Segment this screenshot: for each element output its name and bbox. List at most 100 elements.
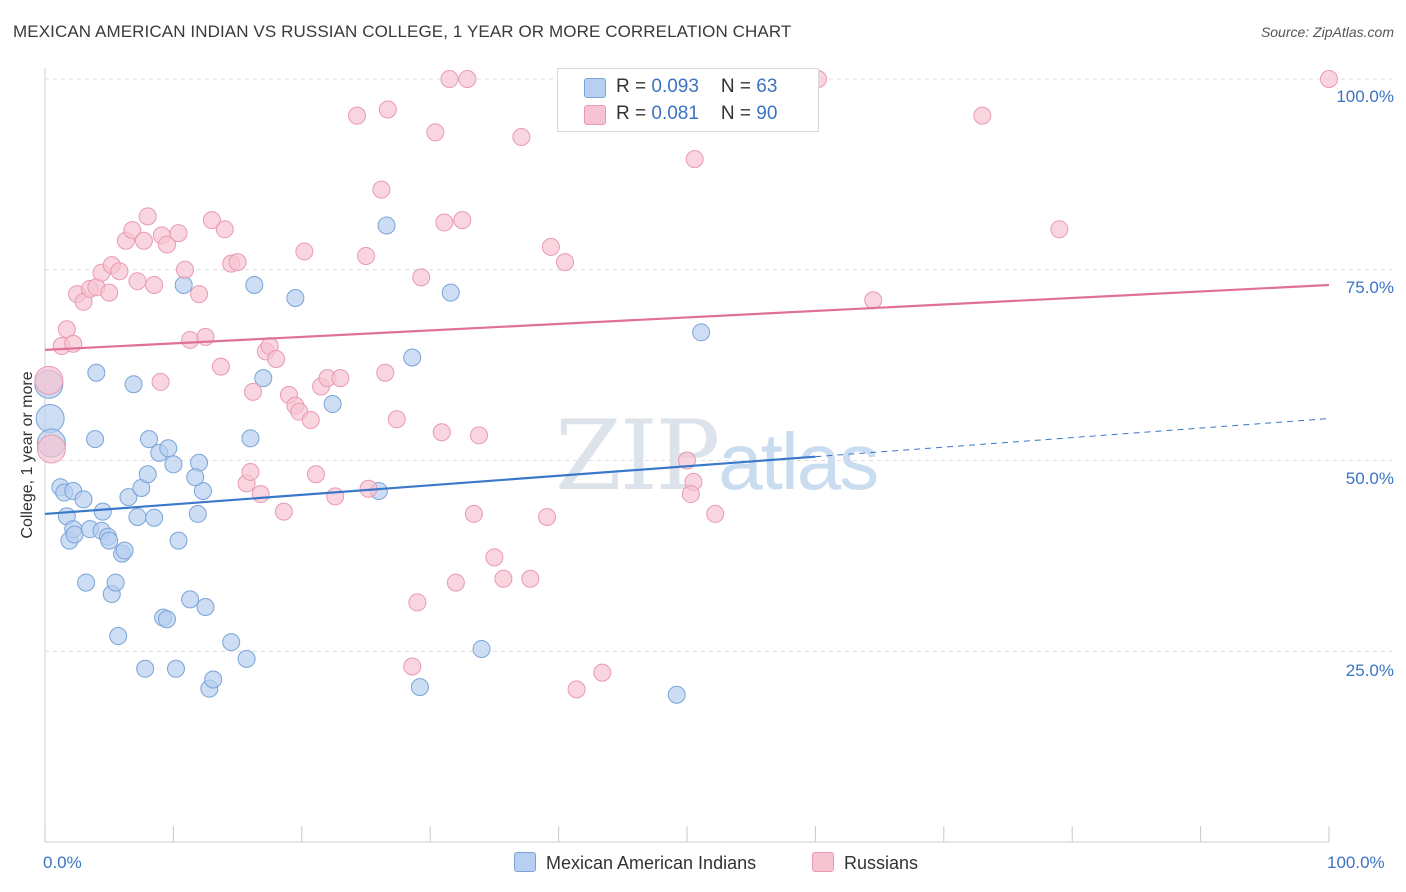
data-point-pink-55	[378, 100, 397, 119]
data-point-pink-14	[123, 221, 142, 240]
data-point-blue-49	[241, 429, 260, 448]
legend-swatch-blue-bottom	[514, 852, 536, 872]
data-point-pink-34	[244, 382, 263, 401]
data-point-pink-1	[36, 434, 66, 464]
data-point-blue-50	[245, 276, 264, 295]
data-point-blue-62	[186, 468, 205, 487]
legend-stats-blue: R = 0.093 N = 63	[616, 76, 778, 97]
data-point-pink-49	[331, 369, 350, 388]
data-point-blue-34	[157, 610, 176, 629]
data-point-pink-74	[541, 237, 560, 256]
data-point-pink-17	[138, 207, 157, 226]
data-point-blue-23	[115, 541, 134, 560]
data-point-pink-76	[567, 680, 586, 699]
data-point-blue-46	[204, 670, 223, 689]
data-point-blue-14	[87, 363, 106, 382]
data-point-pink-23	[175, 260, 194, 279]
legend-item-russians: Russians	[812, 852, 918, 874]
data-point-pink-81	[706, 504, 725, 523]
data-point-pink-68	[469, 426, 488, 445]
legend-stats-pink: R = 0.081 N = 90	[616, 103, 778, 124]
data-point-blue-59	[472, 639, 491, 658]
data-point-pink-18	[145, 276, 164, 295]
data-point-pink-86	[1050, 220, 1069, 239]
source-label: Source: ZipAtlas.com	[1260, 24, 1394, 40]
data-point-pink-43	[295, 242, 314, 261]
data-point-pink-45	[306, 465, 325, 484]
data-point-pink-69	[485, 548, 504, 567]
data-point-pink-75	[556, 253, 575, 272]
data-point-blue-43	[193, 482, 212, 501]
data-point-pink-31	[228, 253, 247, 272]
y-tick-label-75: 75.0%	[1345, 278, 1394, 297]
data-point-pink-19	[151, 372, 170, 391]
legend-swatch-pink-bottom	[812, 852, 834, 872]
data-point-blue-47	[222, 633, 241, 652]
data-point-pink-63	[440, 70, 459, 88]
data-point-pink-72	[521, 569, 540, 588]
data-point-pink-87	[1320, 70, 1338, 88]
data-point-blue-37	[166, 659, 185, 678]
data-point-pink-28	[211, 357, 230, 376]
data-point-blue-11	[77, 573, 96, 592]
data-point-pink-39	[274, 502, 293, 521]
y-tick-label-100: 100.0%	[1336, 87, 1394, 106]
data-point-pink-25	[190, 285, 209, 304]
data-point-pink-33	[241, 462, 260, 481]
data-point-blue-24	[119, 488, 138, 507]
data-point-pink-38	[267, 350, 286, 369]
data-point-blue-41	[188, 504, 207, 523]
data-point-pink-0	[34, 365, 64, 395]
data-point-pink-27	[202, 211, 221, 230]
data-point-pink-67	[464, 504, 483, 523]
data-point-pink-62	[435, 213, 454, 232]
data-point-pink-10	[100, 283, 119, 302]
data-point-blue-9	[65, 525, 84, 544]
data-point-blue-39	[174, 276, 193, 295]
legend-swatch-pink	[584, 105, 606, 125]
data-point-pink-80	[685, 150, 704, 169]
data-point-blue-40	[181, 590, 200, 609]
data-point-pink-48	[326, 487, 345, 506]
data-point-pink-16	[134, 231, 153, 250]
data-point-pink-12	[110, 262, 129, 281]
data-point-pink-65	[453, 211, 472, 230]
trend-line-pink	[44, 283, 1330, 351]
data-point-pink-70	[494, 569, 513, 588]
data-point-pink-50	[348, 106, 367, 125]
data-point-pink-57	[403, 657, 422, 676]
data-point-blue-35	[159, 439, 178, 458]
trend-line-blue	[44, 455, 816, 516]
data-point-blue-31	[145, 508, 164, 527]
data-point-blue-13	[86, 430, 105, 449]
y-tick-label-50: 50.0%	[1345, 469, 1394, 488]
data-point-blue-56	[403, 348, 422, 367]
data-point-pink-21	[157, 235, 176, 254]
data-point-blue-55	[377, 216, 396, 235]
chart-title: MEXICAN AMERICAN INDIAN VS RUSSIAN COLLE…	[13, 22, 792, 41]
y-tick-label-25: 25.0%	[1345, 661, 1394, 680]
data-point-pink-73	[538, 507, 557, 526]
data-point-pink-78	[678, 451, 696, 470]
data-point-blue-48	[237, 649, 256, 668]
data-point-blue-21	[109, 626, 128, 645]
data-point-pink-44	[301, 411, 320, 430]
data-point-blue-36	[164, 455, 183, 474]
data-point-blue-51	[254, 369, 273, 388]
legend-item-mexican-american-indians: Mexican American Indians	[514, 852, 756, 874]
data-point-pink-85	[973, 106, 992, 125]
legend-swatch-blue	[584, 78, 606, 98]
data-point-blue-53	[323, 395, 342, 414]
data-point-blue-44	[196, 597, 215, 616]
data-point-blue-38	[169, 531, 188, 550]
data-point-pink-59	[412, 268, 431, 287]
data-point-blue-52	[286, 288, 305, 307]
data-point-blue-16	[93, 502, 112, 521]
data-point-pink-77	[593, 663, 612, 682]
data-point-pink-51	[357, 247, 375, 266]
data-point-pink-35	[251, 485, 270, 504]
data-point-pink-53	[372, 180, 391, 199]
data-point-pink-66	[458, 70, 477, 88]
data-point-blue-25	[124, 375, 143, 394]
